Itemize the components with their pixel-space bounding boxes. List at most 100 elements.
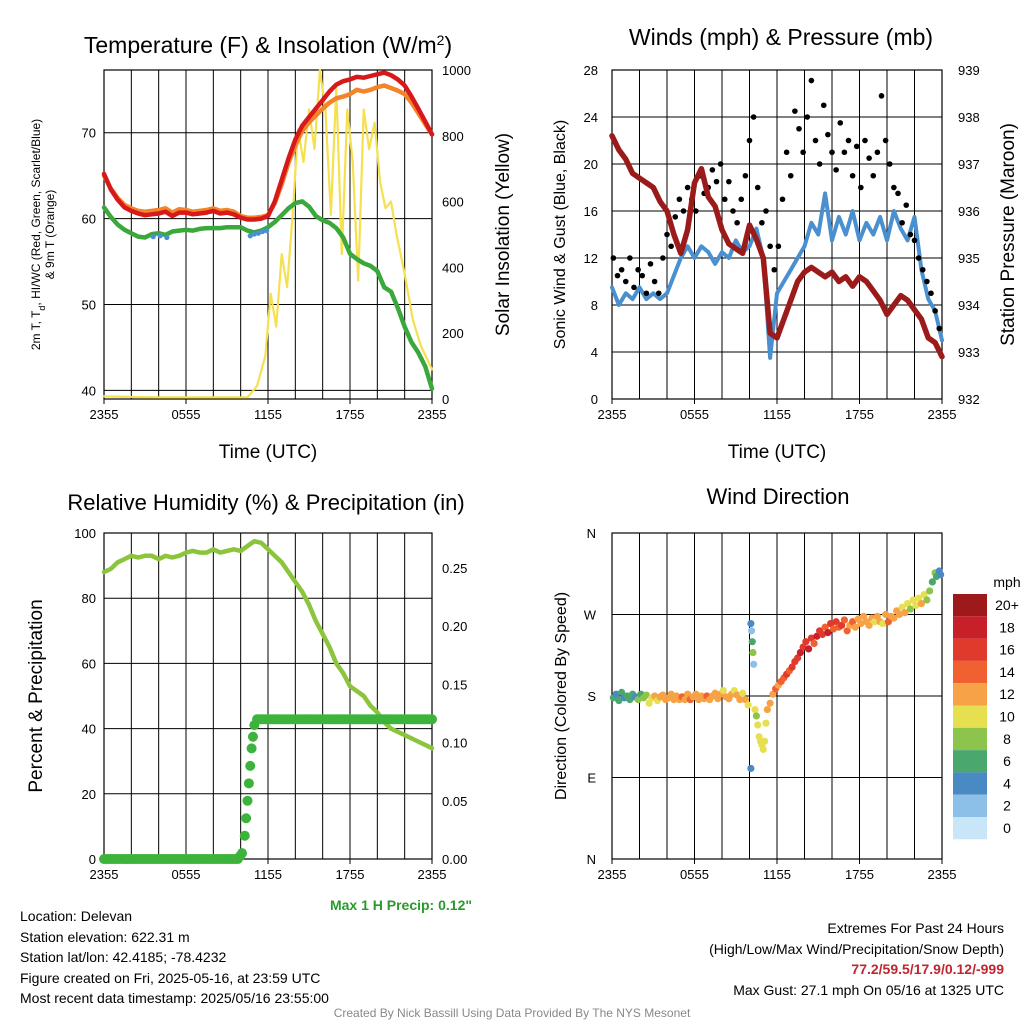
gust-point bbox=[919, 266, 926, 273]
x-tick-label: 0555 bbox=[680, 407, 709, 422]
direction-point bbox=[832, 618, 840, 626]
max-gust: Max Gust: 27.1 mph On 05/16 at 1325 UTC bbox=[733, 981, 1004, 998]
gust-point bbox=[928, 290, 934, 297]
gust-point bbox=[932, 308, 938, 314]
gust-point bbox=[800, 149, 806, 156]
y-tick-label: 0 bbox=[89, 852, 96, 867]
x-tick-label: 2355 bbox=[418, 867, 447, 882]
gust-point bbox=[742, 172, 749, 179]
gust-point bbox=[878, 93, 885, 99]
y-right-tick-label: 0.10 bbox=[442, 736, 467, 751]
direction-point bbox=[769, 690, 777, 698]
direction-point bbox=[747, 627, 756, 635]
y-right-tick-label: 936 bbox=[958, 204, 980, 219]
chart-title: Winds (mph) & Pressure (mb) bbox=[629, 24, 933, 50]
gust-point bbox=[866, 155, 872, 161]
gust-point bbox=[903, 202, 910, 208]
direction-point bbox=[634, 696, 642, 704]
gust-point bbox=[668, 243, 674, 250]
legend-unit: mph bbox=[993, 574, 1020, 590]
gust-point bbox=[837, 120, 844, 126]
x-tick-label: 2355 bbox=[598, 867, 627, 882]
direction-point bbox=[882, 610, 890, 619]
direction-point bbox=[749, 648, 757, 657]
gust-point bbox=[783, 149, 790, 156]
y-tick-label: 4 bbox=[591, 345, 598, 360]
gust-point bbox=[812, 137, 819, 144]
heat-index-point bbox=[150, 234, 156, 240]
x-tick-label: 1155 bbox=[254, 407, 282, 422]
x-tick-label: 2355 bbox=[418, 407, 447, 422]
gust-point bbox=[891, 184, 897, 191]
y-right-tick-label: 0.15 bbox=[442, 677, 467, 692]
y-tick-label: N bbox=[587, 526, 596, 541]
x-tick-label: 0555 bbox=[680, 867, 709, 882]
gust-point bbox=[627, 255, 633, 261]
y-tick-label: 60 bbox=[82, 656, 96, 671]
direction-point bbox=[884, 618, 892, 626]
direction-point bbox=[747, 764, 755, 773]
y-tick-label: 12 bbox=[584, 251, 598, 266]
direction-point bbox=[626, 696, 634, 704]
chart-title: Temperature (F) & Insolation (W/m2) bbox=[84, 32, 452, 58]
gust-point bbox=[759, 219, 765, 226]
legend-swatch bbox=[953, 750, 987, 773]
y-axis-label: 2m T, Td, HI/WC (Red, Green, Scarlet/Blu… bbox=[29, 119, 47, 350]
legend-swatch bbox=[953, 683, 987, 706]
gust-point bbox=[622, 278, 629, 285]
direction-point bbox=[741, 696, 749, 704]
figure-created: Figure created on Fri, 2025-05-16, at 23… bbox=[20, 969, 321, 986]
direction-point bbox=[736, 696, 744, 704]
chart-title: Wind Direction bbox=[706, 484, 849, 509]
y-tick-label: S bbox=[587, 689, 596, 704]
direction-point bbox=[750, 660, 758, 668]
y-right-tick-label: 0.00 bbox=[442, 852, 467, 867]
y-right-tick-label: 800 bbox=[442, 129, 464, 144]
y-right-tick-label: 200 bbox=[442, 326, 464, 341]
direction-point bbox=[818, 630, 826, 639]
direction-point bbox=[898, 603, 906, 611]
gust-point bbox=[915, 255, 922, 261]
gust-point bbox=[895, 190, 901, 197]
direction-point bbox=[879, 619, 887, 628]
gust-point bbox=[779, 196, 786, 203]
heat-index-point bbox=[259, 228, 266, 235]
gust-point bbox=[676, 196, 683, 203]
extremes-box: Extremes For Past 24 Hours (High/Low/Max… bbox=[709, 918, 1004, 1000]
direction-point bbox=[928, 578, 936, 586]
gust-point bbox=[750, 114, 757, 120]
direction-point bbox=[873, 612, 881, 620]
gust-point bbox=[816, 161, 823, 167]
legend-swatch bbox=[953, 705, 987, 728]
precip-point bbox=[243, 778, 254, 789]
direction-point bbox=[667, 690, 675, 698]
y-axis-label-rest: , HI/WC (Red, Green, Scarlet/Blue) bbox=[29, 119, 43, 306]
gust-point bbox=[771, 266, 778, 273]
gust-point bbox=[767, 243, 773, 250]
direction-point bbox=[766, 699, 774, 707]
x-tick-label: 1755 bbox=[336, 407, 365, 422]
chart-title-suffix: ) bbox=[444, 32, 452, 58]
gust-point bbox=[775, 243, 782, 250]
gust-point bbox=[870, 172, 877, 179]
y-right-axis-label: Solar Insolation (Yellow) bbox=[493, 133, 514, 336]
gust-point bbox=[886, 161, 893, 167]
direction-point bbox=[761, 737, 769, 745]
direction-point bbox=[747, 619, 755, 628]
recent-timestamp: Most recent data timestamp: 2025/05/16 2… bbox=[20, 990, 329, 1006]
direction-point bbox=[871, 618, 879, 626]
direction-point bbox=[838, 621, 846, 629]
gust-point bbox=[787, 172, 794, 179]
gust-point bbox=[643, 290, 650, 297]
x-tick-label: 2355 bbox=[90, 407, 119, 422]
gust-point bbox=[614, 272, 621, 279]
direction-point bbox=[857, 619, 865, 628]
direction-point bbox=[752, 712, 760, 720]
winds-pressure-chart: 2355 0555 1155 1755 235504812162024289329339… bbox=[552, 24, 1019, 463]
precip-point bbox=[242, 795, 253, 806]
x-axis-label: Time (UTC) bbox=[728, 442, 827, 463]
y-right-tick-label: 400 bbox=[442, 260, 464, 275]
insolation-line bbox=[102, 68, 434, 399]
gust-point bbox=[726, 178, 732, 185]
station-elevation: Station elevation: 622.31 m bbox=[20, 928, 190, 945]
